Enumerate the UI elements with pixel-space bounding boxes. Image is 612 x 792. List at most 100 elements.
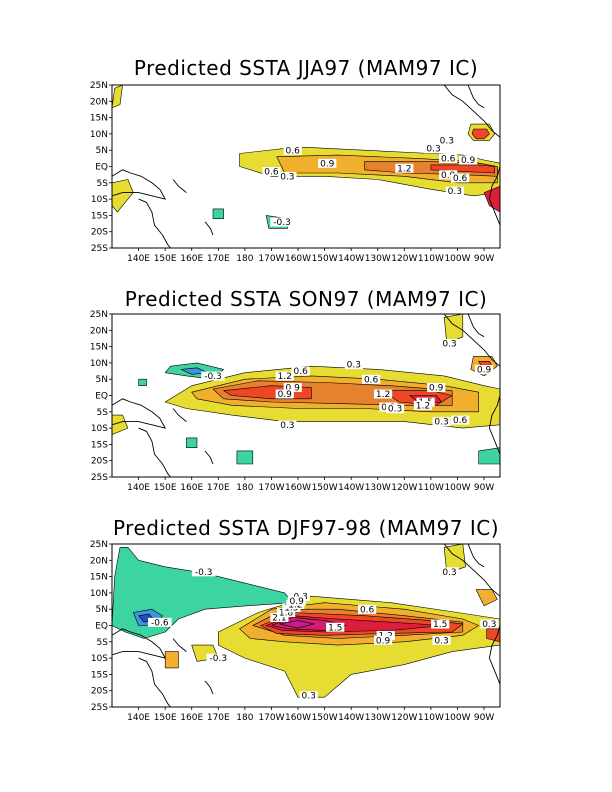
contour-label-bg [206,653,231,663]
lat-label: 10N [90,359,108,369]
coastline [138,427,171,477]
lat-label: 10S [91,424,108,434]
lon-label: 120W [391,254,417,264]
contour-label: 1.8 [279,609,294,619]
coastline [443,314,500,367]
anomaly-contour [112,179,134,213]
contour-label-bg [148,617,172,627]
coastline [204,221,214,236]
contour-label: -0.3 [273,218,291,228]
coastline [172,179,187,193]
contour-label-bg [439,170,458,180]
contour-label: 0.3 [442,568,456,578]
lon-label: 120W [391,713,417,723]
lat-label: EQ [95,163,108,173]
lon-label: 170W [258,483,284,493]
lon-label: 160E [180,713,203,723]
lon-label: 170W [258,254,284,264]
contour-label: 0.9 [477,366,492,376]
coastline [172,408,187,422]
lon-label: 110W [418,483,444,493]
contour-label-bg [440,567,459,577]
anomaly-contour [486,628,500,643]
lon-label: 140W [338,254,364,264]
lat-label: 25N [90,81,108,91]
contour-label: 0.6 [441,154,456,164]
contour-label-bg [474,365,494,375]
anomaly-fields [112,544,500,698]
contour-label-bg [291,366,310,376]
lon-label: 90W [474,713,494,723]
panel-title: Predicted SSTA DJF97-98 (MAM97 IC) [112,516,500,540]
contour-label-bg [262,167,281,177]
contour-label: 0.6 [264,168,279,178]
lat-label: 20S [91,457,108,467]
lon-label: 160E [180,254,203,264]
lon-label: 150E [154,483,177,493]
contour-label: -0.3 [195,568,213,578]
contour-label: 1.2 [278,372,292,382]
contour-label: 0.6 [286,146,301,156]
contour-label-bg [459,155,478,165]
lon-label: 170W [258,713,284,723]
contour-label: 1.2 [397,164,411,174]
contour-label-bg [395,163,414,173]
coastline [204,680,214,695]
coastline [112,398,167,429]
contour-label-bg [270,612,289,622]
contour-label: 0.6 [453,416,468,426]
coastline [443,85,500,138]
contour-label: 1.5 [433,620,447,630]
anomaly-contour [471,128,490,140]
contour-label: 0.9 [290,597,305,607]
anomaly-contour [112,414,129,435]
lon-label: 150W [312,713,338,723]
contour-label: 0.3 [434,418,448,428]
lon-label: 160E [180,483,203,493]
contour-label: -0.6 [151,618,169,628]
anomaly-contour [138,378,147,386]
lat-label: EQ [95,392,108,402]
lat-label: 5N [96,146,108,156]
contour-label: 2.1 [272,613,286,623]
contour-label-bg [451,173,470,183]
lat-label: 25S [91,244,108,254]
anomaly-contour [236,450,254,465]
contour-label-bg [283,382,302,392]
lon-label: 170E [207,483,230,493]
contour-label-bg [439,153,458,163]
contour-label: 1.2 [376,390,390,400]
contour-label: 0.6 [364,375,379,385]
lat-label: 15S [91,211,108,221]
coastline [488,625,500,685]
lon-label: 140E [127,254,150,264]
contour-label-bg [451,415,470,425]
lon-label: 150W [312,254,338,264]
contour-label: 0.3 [280,421,294,431]
anomaly-contour [279,620,315,629]
contour-label-bg [318,158,337,168]
contour-label-bg [344,360,363,370]
lon-label: 100W [444,713,470,723]
lat-label: 15N [90,573,108,583]
anomaly-contour [443,314,464,344]
contour-label-bg [373,389,393,399]
contour-label: 0.3 [388,405,402,415]
panel-jja97: Predicted SSTA JJA97 (MAM97 IC) 25N 20N 15… [0,0,612,264]
contour-label: 0.9 [441,171,456,181]
lon-label: 140W [338,713,364,723]
lon-label: 130W [365,254,391,264]
coastline [467,314,485,338]
contour-label: 0.9 [429,383,444,393]
contour-label-bg [432,417,451,427]
contour-label-bg [480,619,499,629]
lat-label: 15S [91,440,108,450]
contour-label: 0.9 [376,636,391,646]
lat-label: 5S [97,408,109,418]
lat-label: 5S [97,638,109,648]
lon-label: 150W [312,483,338,493]
lon-label: 170E [207,254,230,264]
